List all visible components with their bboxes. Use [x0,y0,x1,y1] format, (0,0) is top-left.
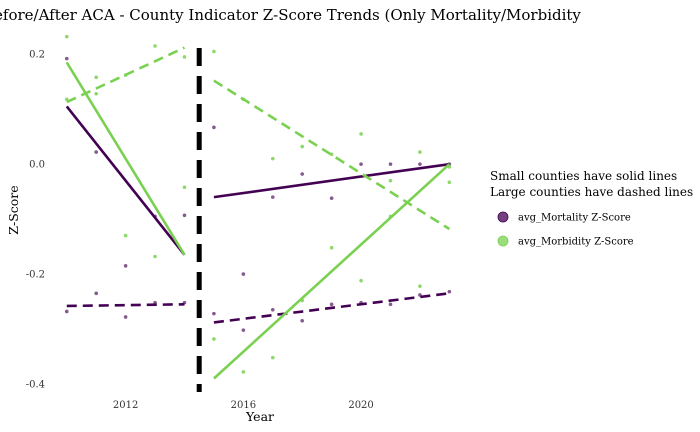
x-axis-ticks: 2012 2016 2020 [113,400,374,411]
morbidity-small-point-12 [418,284,422,288]
morbidity-small-point-0 [64,34,69,39]
morbidity-large-point-13 [447,180,452,185]
mortality-large-point-1 [94,291,98,296]
plot-area [64,34,452,392]
morbidity-large-point-3 [153,44,157,48]
mortality-small-point-2 [123,264,128,268]
morbidity-small-point-10 [359,278,363,283]
legend: Small counties have solid lines Large co… [490,169,693,248]
morbidity-dashed-trend-line-3 [213,79,451,231]
mortality-dashed-trend-line-2 [66,303,185,308]
morbidity-solid-trend-line-0 [65,61,186,256]
mortality-small-point-0 [64,56,69,61]
chart-title: Before/After ACA - County Indicator Z-Sc… [0,6,581,24]
mortality-small-point-4 [182,213,187,218]
mortality-large-point-2 [123,315,128,319]
morbidity-large-point-10 [359,132,363,136]
y-tick-label-0: -0.4 [26,380,45,391]
mortality-large-point-11 [388,302,393,307]
morbidity-small-point-6 [241,370,246,374]
mortality-solid-trend-line-0 [65,105,186,256]
legend-label-0: avg_Mortality Z-Score [518,213,631,224]
trend-lines-layer [65,46,451,380]
mortality-large-point-7 [270,308,275,312]
morbidity-large-point-5 [212,49,216,54]
mortality-small-point-8 [300,172,305,176]
morbidity-dashed-trend-line-2 [66,46,186,104]
mortality-large-point-6 [241,328,246,332]
y-tick-label-2: 0.0 [29,160,45,171]
x-axis-label: Year [245,409,274,424]
x-tick-label-2: 2020 [348,400,373,411]
y-tick-label-1: -0.2 [26,270,45,281]
y-tick-label-3: 0.2 [29,50,45,61]
mortality-dashed-trend-line-3 [213,292,450,324]
points-layer [64,34,452,374]
morbidity-small-point-4 [182,185,187,190]
mortality-small-point-10 [359,162,363,166]
morbidity-large-point-7 [270,156,275,161]
morbidity-large-point-8 [300,144,305,149]
morbidity-small-point-9 [329,245,334,250]
morbidity-small-point-3 [153,254,157,259]
morbidity-small-point-2 [123,233,128,238]
mortality-small-point-11 [388,162,393,166]
mortality-large-point-9 [329,302,334,307]
legend-label-1: avg_Morbidity Z-Score [518,237,634,248]
mortality-large-point-0 [64,309,69,314]
mortality-small-point-1 [94,150,98,154]
mortality-small-point-7 [270,195,275,199]
morbidity-small-point-7 [270,355,275,360]
legend-swatch-1 [497,235,509,247]
mortality-large-point-13 [447,289,452,294]
morbidity-large-point-4 [182,55,187,59]
morbidity-large-point-1 [94,92,98,96]
y-axis-label: Z-Score [6,185,21,234]
morbidity-large-point-11 [388,178,393,183]
legend-title-line-2: Large counties have dashed lines [490,185,693,199]
mortality-solid-trend-line-1 [213,162,450,199]
legend-entries: avg_Mortality Z-Score avg_Morbidity Z-Sco… [497,211,634,248]
y-axis-ticks: -0.4 -0.2 0.0 0.2 [26,50,45,391]
mortality-small-point-9 [329,196,334,201]
mortality-large-point-5 [212,311,216,316]
x-tick-label-1: 2016 [231,400,256,411]
morbidity-small-point-5 [212,337,216,341]
morbidity-large-point-12 [418,150,422,154]
morbidity-small-point-1 [94,75,98,80]
morbidity-solid-trend-line-1 [213,163,451,380]
x-tick-label-0: 2012 [113,400,138,411]
mortality-small-point-12 [418,162,422,166]
legend-swatch-0 [497,211,509,223]
legend-title-line-1: Small counties have solid lines [490,169,677,183]
mortality-small-point-6 [241,272,246,276]
mortality-large-point-8 [300,319,305,323]
mortality-small-point-5 [212,125,216,130]
